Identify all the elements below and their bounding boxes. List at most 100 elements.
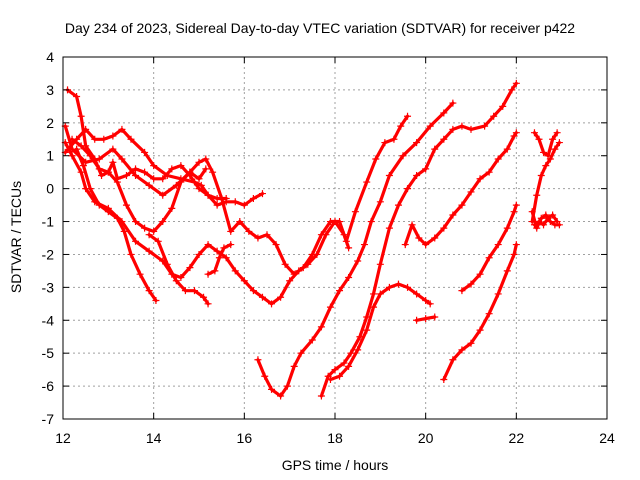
data-series-s16: [532, 131, 559, 158]
data-point: [467, 280, 475, 288]
data-point: [549, 211, 557, 219]
data-point: [91, 135, 99, 143]
data-point: [132, 237, 140, 245]
y-tick-label: -6: [42, 378, 55, 394]
data-series-s10: [319, 81, 518, 398]
data-point: [172, 277, 180, 285]
x-tick-label: 24: [599, 430, 615, 446]
data-point: [394, 280, 402, 288]
data-point: [209, 168, 217, 176]
data-point: [494, 155, 502, 163]
data-point: [186, 264, 194, 272]
data-point: [485, 310, 493, 318]
data-point: [104, 208, 112, 216]
data-point: [376, 290, 384, 298]
x-tick-label: 12: [55, 430, 71, 446]
y-tick-label: -7: [42, 411, 55, 427]
data-point: [145, 287, 153, 295]
data-point: [122, 171, 130, 179]
data-point: [440, 224, 448, 232]
data-points-s7: [145, 231, 212, 308]
grid: [63, 57, 607, 419]
data-point: [345, 244, 353, 252]
data-points-s10: [317, 79, 520, 400]
data-point: [533, 191, 541, 199]
data-point: [68, 152, 76, 160]
data-point: [370, 290, 378, 298]
data-point: [503, 224, 511, 232]
y-tick-label: -4: [42, 312, 55, 328]
data-points-s14: [458, 201, 520, 295]
data-point: [490, 112, 498, 120]
data-point: [553, 218, 561, 226]
data-point: [304, 260, 312, 268]
data-point: [77, 142, 85, 150]
data-point: [152, 297, 160, 305]
data-point: [372, 155, 380, 163]
data-point: [345, 273, 353, 281]
data-point: [268, 385, 276, 393]
data-point: [415, 234, 423, 242]
data-point: [249, 287, 257, 295]
data-point: [440, 109, 448, 117]
data-point: [354, 257, 362, 265]
data-points-s2: [61, 112, 412, 278]
data-point: [177, 162, 185, 170]
data-point: [413, 139, 421, 147]
data-point: [73, 92, 81, 100]
data-point: [118, 125, 126, 133]
data-point: [249, 195, 257, 203]
data-point: [408, 221, 416, 229]
data-point: [113, 214, 121, 222]
data-point: [422, 315, 430, 323]
data-point: [535, 218, 543, 226]
data-point: [195, 185, 203, 193]
data-point: [100, 135, 108, 143]
data-point: [503, 267, 511, 275]
data-point: [331, 366, 339, 374]
data-series-s2: [63, 114, 410, 276]
data-point: [385, 224, 393, 232]
data-point: [326, 376, 334, 384]
data-point: [145, 247, 153, 255]
data-point: [528, 208, 536, 216]
data-point: [118, 155, 126, 163]
data-point: [494, 290, 502, 298]
data-point: [98, 171, 106, 179]
data-point: [426, 300, 434, 308]
data-point: [535, 135, 543, 143]
data-point: [159, 218, 167, 226]
data-point: [73, 145, 81, 153]
data-series-s15: [442, 243, 518, 382]
data-point: [154, 237, 162, 245]
data-point: [268, 300, 276, 308]
data-point: [290, 362, 298, 370]
data-point: [549, 135, 557, 143]
data-point: [336, 372, 344, 380]
data-series-s7: [147, 233, 210, 306]
y-tick-label: 2: [46, 115, 54, 131]
data-point: [141, 168, 149, 176]
data-point: [530, 129, 538, 137]
data-point: [317, 392, 325, 400]
data-point: [136, 270, 144, 278]
data-point: [150, 227, 158, 235]
y-tick-label: 3: [46, 82, 54, 98]
data-point: [231, 267, 239, 275]
data-points-s6: [73, 145, 160, 305]
data-point: [254, 356, 262, 364]
data-point: [458, 201, 466, 209]
data-point: [277, 293, 285, 301]
data-point: [485, 254, 493, 262]
data-point: [404, 283, 412, 291]
data-point: [494, 241, 502, 249]
data-point: [213, 195, 221, 203]
data-point: [150, 162, 158, 170]
data-point: [399, 152, 407, 160]
data-point: [449, 356, 457, 364]
data-point: [449, 211, 457, 219]
data-point: [281, 260, 289, 268]
data-points-s15: [440, 241, 520, 384]
data-point: [159, 175, 167, 183]
